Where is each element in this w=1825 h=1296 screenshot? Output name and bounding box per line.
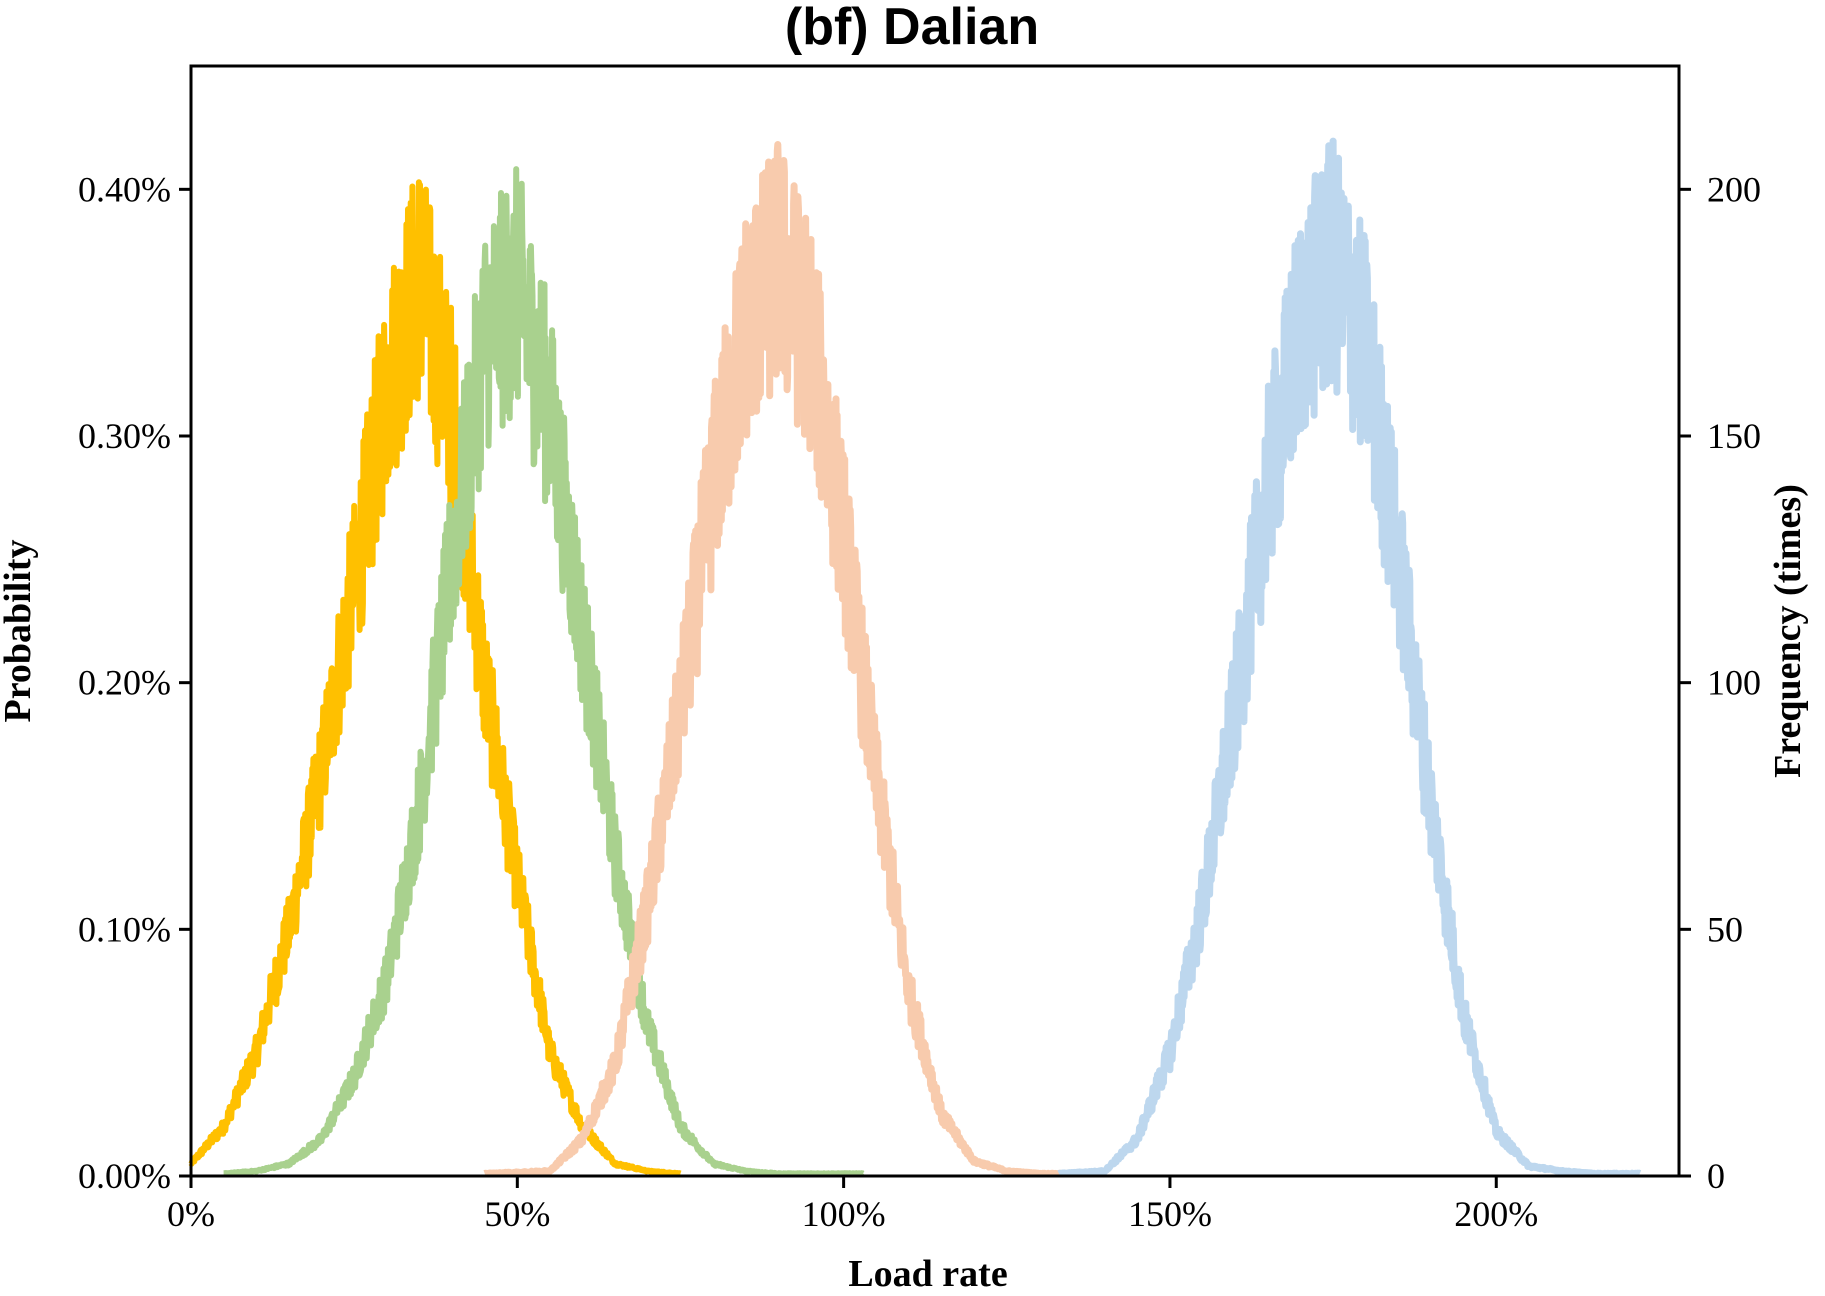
y-tick-label: 0.00% <box>78 1156 171 1196</box>
y2-tick-label: 0 <box>1707 1156 1725 1196</box>
y2-tick-label: 150 <box>1707 416 1761 456</box>
plot-frame <box>189 64 1681 1178</box>
series-line-2 <box>221 166 866 1177</box>
series-line-3 <box>482 141 1095 1178</box>
x-tick-label: 200% <box>1454 1194 1538 1234</box>
series-layer <box>188 137 1643 1178</box>
x-tick-label: 150% <box>1128 1194 1212 1234</box>
x-tick-label: 0% <box>167 1194 215 1234</box>
chart-title: (bf) Dalian <box>785 0 1039 56</box>
y-tick-label: 0.40% <box>78 169 171 209</box>
y-axis-label: Probability <box>0 540 39 723</box>
x-axis-label: Load rate <box>848 1253 1007 1295</box>
series-line-4 <box>1056 137 1643 1178</box>
series-line-1 <box>188 179 683 1177</box>
y2-tick-label: 100 <box>1707 663 1761 703</box>
y2-tick-label: 200 <box>1707 169 1761 209</box>
axes-layer: 0% 50% 100% 150% 200% 0.00% 0.10% 0.20% 0.30% 0.4… <box>78 64 1761 1234</box>
y2-tick-label: 50 <box>1707 909 1743 949</box>
x-tick-label: 100% <box>802 1194 886 1234</box>
y-tick-label: 0.20% <box>78 663 171 703</box>
x-tick-label: 50% <box>484 1194 550 1234</box>
y2-axis-label: Frequency (times) <box>1767 484 1809 778</box>
y-tick-label: 0.30% <box>78 416 171 456</box>
y-tick-label: 0.10% <box>78 909 171 949</box>
